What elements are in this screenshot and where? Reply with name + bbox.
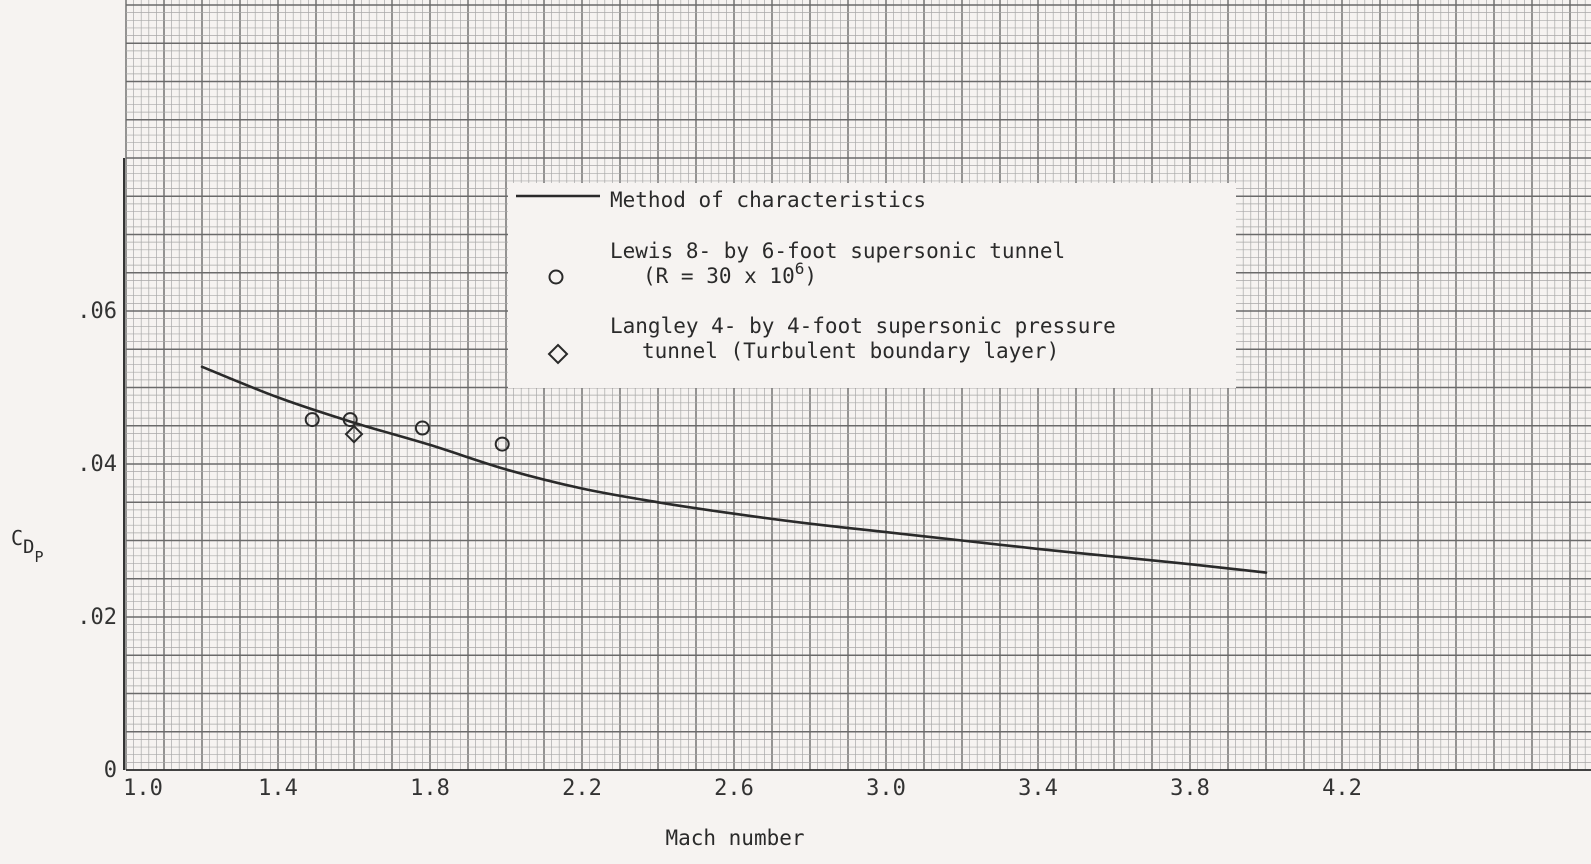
x-tick-label: 3.0 [866,776,906,801]
y-axis-label-main: C [11,526,23,550]
x-tick-label: 3.4 [1018,776,1058,801]
data-point-langley-diamond [344,424,364,444]
x-tick-label: 1.0 [123,776,163,801]
legend-box [508,183,1236,388]
data-point-lewis-circle [304,412,320,428]
y-axis-label-sub2: P [35,548,44,566]
series-line-method-of-characteristics [200,365,1268,574]
data-point-lewis-circle [342,412,358,428]
legend-label-langley-2: tunnel (Turbulent boundary layer) [642,339,1059,363]
data-point-lewis-circle [414,420,430,436]
legend-circle-marker [548,269,564,285]
x-axis-label: Mach number [665,826,804,850]
legend-label-lewis-2-tail: ) [804,264,817,288]
x-tick-label: 1.8 [410,776,450,801]
plot-grid [123,0,1591,771]
data-marks [200,365,1268,574]
legend: Method of characteristics Lewis 8- by 6-… [508,183,1236,388]
y-axis-ticks: 0 .02 .04 .06 [77,299,117,783]
legend-label-lewis-2-sup: 6 [795,259,805,278]
y-tick-label: .06 [77,299,117,324]
y-tick-label: .04 [77,452,117,477]
x-tick-label: 4.2 [1322,776,1362,801]
x-tick-label: 3.8 [1170,776,1210,801]
legend-label-lewis-2: (R = 30 x 106) [643,259,817,288]
y-tick-label: .02 [77,605,117,630]
legend-diamond-marker [547,343,569,365]
x-axis-ticks: 1.0 1.4 1.8 2.2 2.6 3.0 3.4 3.8 4.2 [123,776,1362,801]
legend-label-lewis-2-main: (R = 30 x 10 [643,264,795,288]
x-tick-label: 2.2 [562,776,602,801]
y-axis-label-sub1: D [23,536,34,558]
legend-label-langley-1: Langley 4- by 4-foot supersonic pressure [610,314,1116,338]
data-point-lewis-circle [494,436,510,452]
x-tick-label: 2.6 [714,776,754,801]
y-axis-label: CDP [11,526,44,566]
legend-label-line: Method of characteristics [610,188,926,212]
legend-label-lewis-1: Lewis 8- by 6-foot supersonic tunnel [610,239,1065,263]
y-tick-label: 0 [104,758,117,783]
x-tick-label: 1.4 [258,776,298,801]
